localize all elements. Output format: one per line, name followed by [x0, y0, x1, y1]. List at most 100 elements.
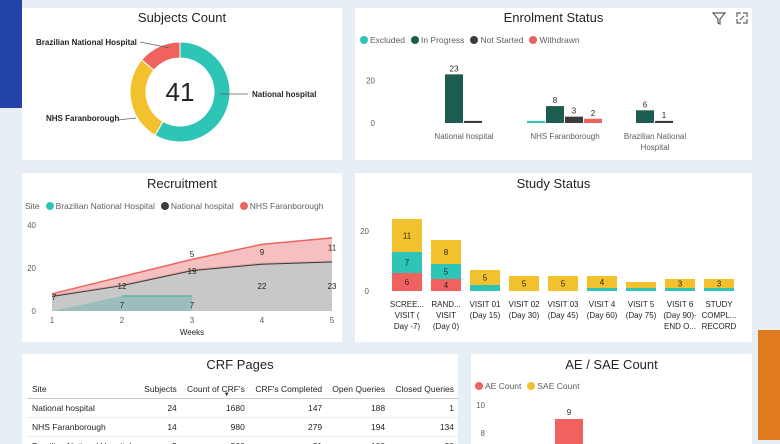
- x-tick-label: 5: [330, 316, 335, 325]
- data-label: 19: [188, 267, 197, 276]
- table-cell: 188: [326, 399, 389, 418]
- table-cell: 1: [389, 399, 458, 418]
- data-label: 23: [328, 282, 337, 291]
- y-tick-label: 20: [360, 227, 369, 236]
- bar-segment-yellow: [626, 282, 656, 288]
- y-tick-label: 40: [27, 221, 36, 230]
- data-label: 5: [561, 280, 566, 289]
- column-header-subjects[interactable]: Subjects: [139, 380, 181, 399]
- table-cell: 1680: [181, 399, 249, 418]
- data-label: 7: [190, 301, 195, 310]
- background-accent-right: [758, 330, 780, 440]
- table-row[interactable]: Brazilian National Hospital35602110020: [28, 437, 458, 444]
- data-label: 6: [643, 100, 648, 109]
- x-axis-label: VISIT 4: [589, 300, 616, 309]
- table-cell: 134: [389, 418, 458, 437]
- data-label: 7: [52, 293, 57, 302]
- data-label: 4: [600, 278, 605, 287]
- x-axis-label: END O...: [664, 322, 696, 331]
- x-axis-label: VISIT 02: [509, 300, 541, 309]
- x-axis-label: Hospital: [641, 143, 670, 152]
- y-tick-label: 8: [481, 429, 486, 438]
- y-tick-label: 20: [27, 264, 36, 273]
- data-label: 5: [483, 274, 488, 283]
- sort-descending-icon[interactable]: ▼: [224, 392, 230, 398]
- data-label: 7: [120, 301, 125, 310]
- table-cell: 3: [139, 437, 181, 444]
- y-tick-label: 0: [371, 119, 376, 128]
- crf-pages-title: CRF Pages: [22, 357, 458, 372]
- data-label: 11: [328, 244, 337, 253]
- x-tick-label: 1: [50, 316, 55, 325]
- x-tick-label: 2: [120, 316, 125, 325]
- donut-slice-nhs-faranborough: [130, 60, 163, 135]
- bar-segment-teal: [626, 288, 656, 291]
- column-header-closed-queries[interactable]: Closed Queries: [389, 380, 458, 399]
- bar-not-started: [655, 121, 673, 123]
- x-axis-label: STUDY: [705, 300, 733, 309]
- table-cell: 194: [326, 418, 389, 437]
- table-cell: National hospital: [28, 399, 139, 418]
- column-header-site[interactable]: Site: [28, 380, 139, 399]
- data-label: 4: [444, 281, 449, 290]
- table-cell: 100: [326, 437, 389, 444]
- y-tick-label: 10: [476, 401, 485, 410]
- data-label: 1: [662, 111, 667, 120]
- y-tick-label: 0: [365, 287, 370, 296]
- table-cell: 560: [181, 437, 249, 444]
- subjects-count-panel[interactable]: Subjects Count 41 Brazilian National Hos…: [22, 8, 342, 160]
- x-axis-label: (Day 15): [470, 311, 501, 320]
- x-axis-label: VISIT 5: [628, 300, 655, 309]
- x-axis-label: VISIT: [436, 311, 456, 320]
- table-cell: 24: [139, 399, 181, 418]
- bar-segment-teal: [470, 285, 500, 291]
- enrolment-status-panel[interactable]: Enrolment Status Excluded In Progress No…: [355, 8, 752, 160]
- donut-label-national: National hospital: [252, 90, 316, 99]
- data-label: 6: [405, 278, 410, 287]
- data-label: 11: [403, 232, 412, 241]
- table-cell: Brazilian National Hospital: [28, 437, 139, 444]
- data-label: 7: [405, 259, 410, 268]
- table-header-row: Site Subjects Count of CRF's▼ CRF's Comp…: [28, 380, 458, 399]
- bar-in-progress: [546, 106, 564, 123]
- data-label: 3: [572, 107, 577, 116]
- x-axis-label: Brazilian National: [624, 132, 686, 141]
- data-label: 23: [450, 64, 459, 73]
- column-header-crfs-completed[interactable]: CRF's Completed: [249, 380, 326, 399]
- x-axis-label: (Day 60): [587, 311, 618, 320]
- background-accent-left: [0, 0, 22, 108]
- x-axis-label: RECORD: [702, 322, 737, 331]
- x-axis-label: VISIT (: [395, 311, 420, 320]
- bar-withdrawn: [584, 119, 602, 123]
- x-axis-label: RAND...: [431, 300, 460, 309]
- x-axis-title: Weeks: [180, 328, 204, 337]
- x-axis-label: VISIT 6: [667, 300, 694, 309]
- table-cell: 279: [249, 418, 326, 437]
- column-header-count-crfs[interactable]: Count of CRF's▼: [181, 380, 249, 399]
- table-cell: NHS Faranborough: [28, 418, 139, 437]
- table-cell: 20: [389, 437, 458, 444]
- recruitment-panel[interactable]: Recruitment Site Brazilian National Hosp…: [22, 173, 342, 342]
- bar-in-progress: [445, 74, 463, 123]
- data-label: 5: [444, 268, 449, 277]
- crf-pages-panel[interactable]: CRF Pages Site Subjects Count of CRF's▼ …: [22, 354, 458, 444]
- data-label: 8: [444, 248, 449, 257]
- column-header-open-queries[interactable]: Open Queries: [326, 380, 389, 399]
- bar-excluded: [527, 121, 545, 123]
- x-axis-label: (Day 75): [626, 311, 657, 320]
- x-axis-label: SCREE...: [390, 300, 424, 309]
- data-label: 5: [522, 280, 527, 289]
- bar-ae-count: [555, 419, 583, 444]
- data-label: 12: [118, 282, 127, 291]
- x-axis-label: VISIT 03: [548, 300, 580, 309]
- x-axis-label: COMPL...: [701, 311, 736, 320]
- subjects-donut-chart: 41 Brazilian National Hospital National …: [22, 8, 342, 160]
- table-cell: 980: [181, 418, 249, 437]
- x-axis-label: NHS Faranborough: [530, 132, 599, 141]
